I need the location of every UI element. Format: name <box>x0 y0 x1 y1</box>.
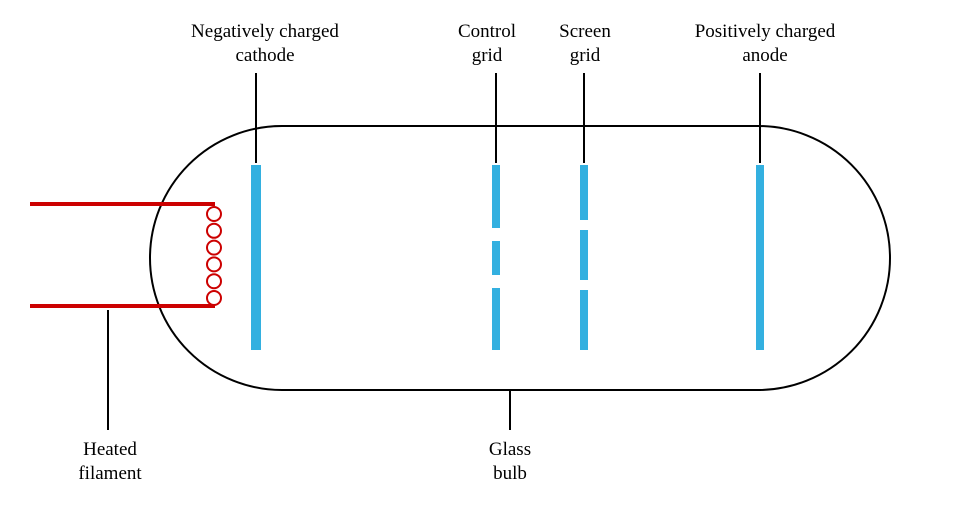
glass-bulb-label-line2: bulb <box>493 463 527 484</box>
vacuum-tube-diagram <box>0 0 957 512</box>
control-grid-segment <box>492 165 500 228</box>
screen-grid-segment <box>580 165 588 220</box>
screen-grid-segment <box>580 290 588 350</box>
glass-bulb-label: Glass bulb <box>465 438 555 486</box>
anode-label: Positively charged anode <box>665 20 865 68</box>
screen-grid-segment <box>580 230 588 280</box>
control-grid-label-line1: Control <box>458 21 516 42</box>
control-grid-label-line2: grid <box>472 45 503 66</box>
control-grid-segment <box>492 288 500 350</box>
cathode-electrode <box>251 165 261 350</box>
control-grid-segment <box>492 241 500 275</box>
anode-electrode <box>756 165 764 350</box>
glass-bulb-label-line1: Glass <box>489 439 531 460</box>
control-grid-label: Control grid <box>442 20 532 68</box>
screen-grid-label-line2: grid <box>570 45 601 66</box>
screen-grid-label: Screen grid <box>545 20 625 68</box>
cathode-label-line2: cathode <box>235 45 294 66</box>
screen-grid-label-line1: Screen <box>559 21 611 42</box>
anode-label-line1: Positively charged <box>695 21 836 42</box>
cathode-label-line1: Negatively charged <box>191 21 339 42</box>
anode-label-line2: anode <box>742 45 787 66</box>
filament-label: Heated filament <box>50 438 170 486</box>
filament-label-line2: filament <box>78 463 141 484</box>
filament-label-line1: Heated <box>83 439 137 460</box>
cathode-label: Negatively charged cathode <box>165 20 365 68</box>
